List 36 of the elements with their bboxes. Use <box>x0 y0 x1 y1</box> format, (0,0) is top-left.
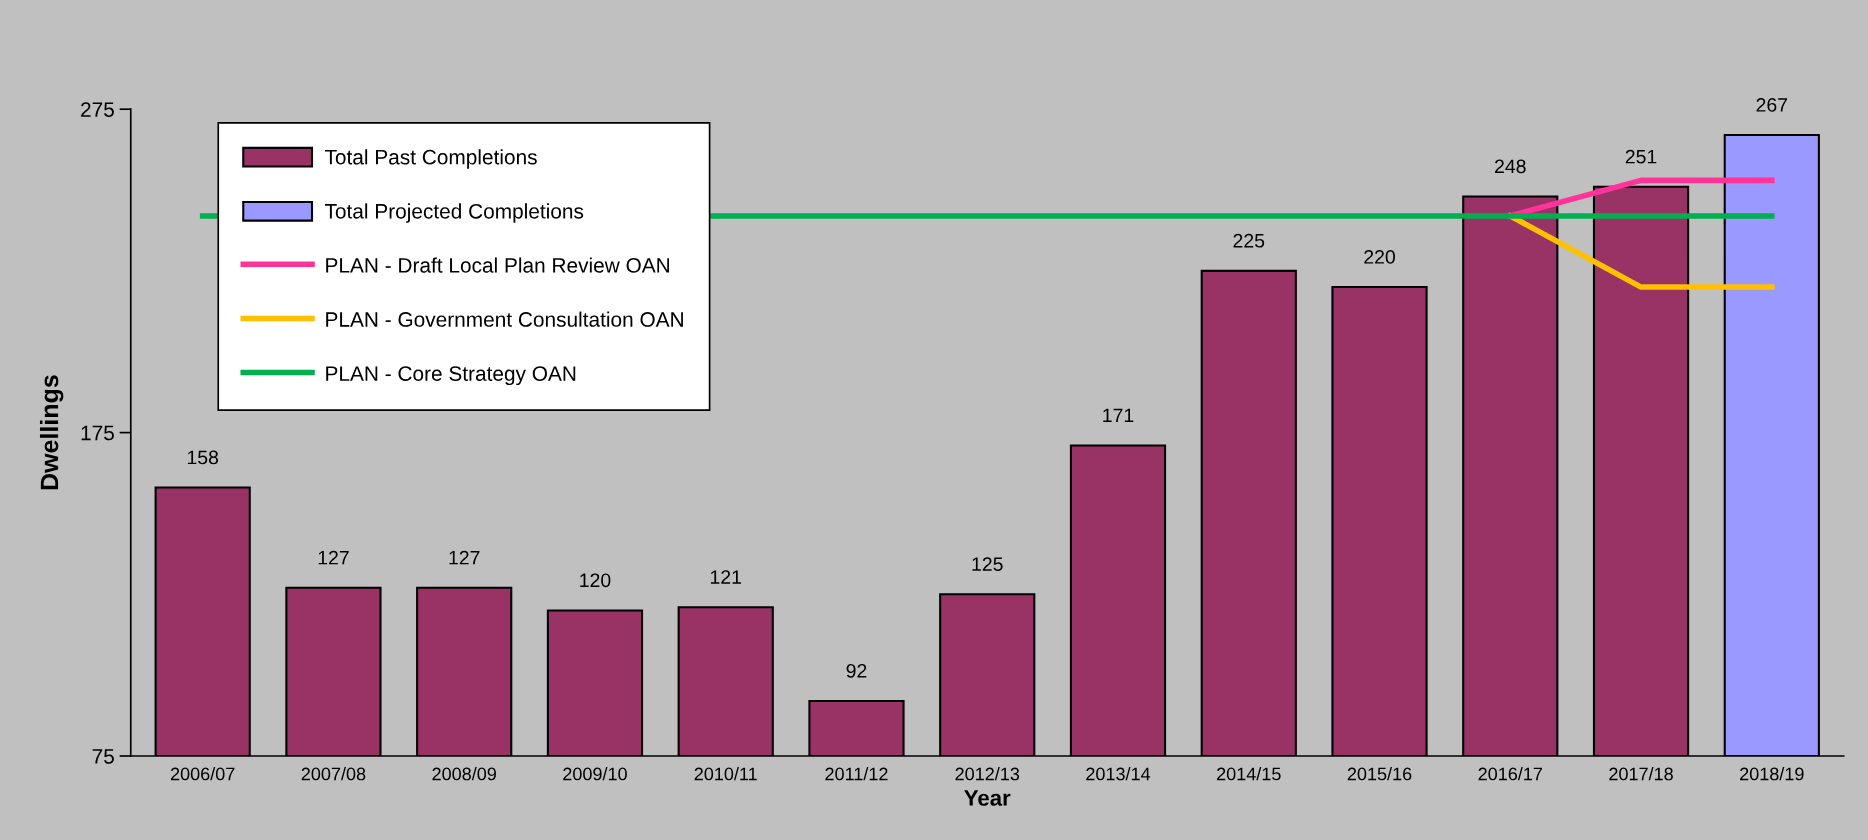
data-label: 248 <box>1495 159 1526 174</box>
data-label: 220 <box>1364 250 1395 264</box>
x-tick-label: 2011/12 <box>825 767 888 781</box>
x-tick-label: 2006/07 <box>170 767 235 781</box>
x-tick-label: 2015/16 <box>1347 767 1412 781</box>
legend-label: PLAN - Core Strategy OAN <box>326 366 576 386</box>
data-label: 120 <box>580 573 611 588</box>
data-label: 127 <box>318 550 349 565</box>
y-tick-label: 175 <box>81 425 114 441</box>
x-tick-label: 2010/11 <box>694 767 757 781</box>
legend-label: PLAN - Draft Local Plan Review OAN <box>326 257 669 273</box>
x-tick-label: 2014/15 <box>1217 767 1281 781</box>
x-tick-label: 2018/19 <box>1740 767 1804 781</box>
x-tick-label: 2013/14 <box>1086 767 1151 781</box>
legend-label: Total Past Completions <box>324 149 537 169</box>
legend-label: Total Projected Completions <box>324 203 584 223</box>
x-tick-label: 2012/13 <box>955 767 1020 781</box>
data-label: 171 <box>1103 408 1134 423</box>
y-tick-label: 75 <box>92 749 114 764</box>
y-tick-label: 275 <box>81 102 114 117</box>
y-axis-title: Dwellings <box>39 375 64 490</box>
x-tick-label: 2016/17 <box>1478 767 1543 781</box>
data-label: 127 <box>449 550 480 565</box>
data-label: 158 <box>187 450 219 465</box>
data-label: 267 <box>1756 98 1788 112</box>
data-label: 125 <box>972 557 1003 572</box>
legend-label: PLAN - Government Consultation OAN <box>326 311 683 327</box>
data-label: 92 <box>846 663 867 678</box>
x-tick-label: 2007/08 <box>301 767 366 781</box>
x-tick-label: 2008/09 <box>432 767 496 781</box>
data-label: 121 <box>710 570 741 584</box>
data-label: 251 <box>1625 149 1657 164</box>
x-tick-label: 2009/10 <box>563 767 627 781</box>
x-tick-label: 2017/18 <box>1609 767 1673 781</box>
x-axis-title: Year <box>964 790 1011 806</box>
data-label: 225 <box>1233 233 1265 248</box>
